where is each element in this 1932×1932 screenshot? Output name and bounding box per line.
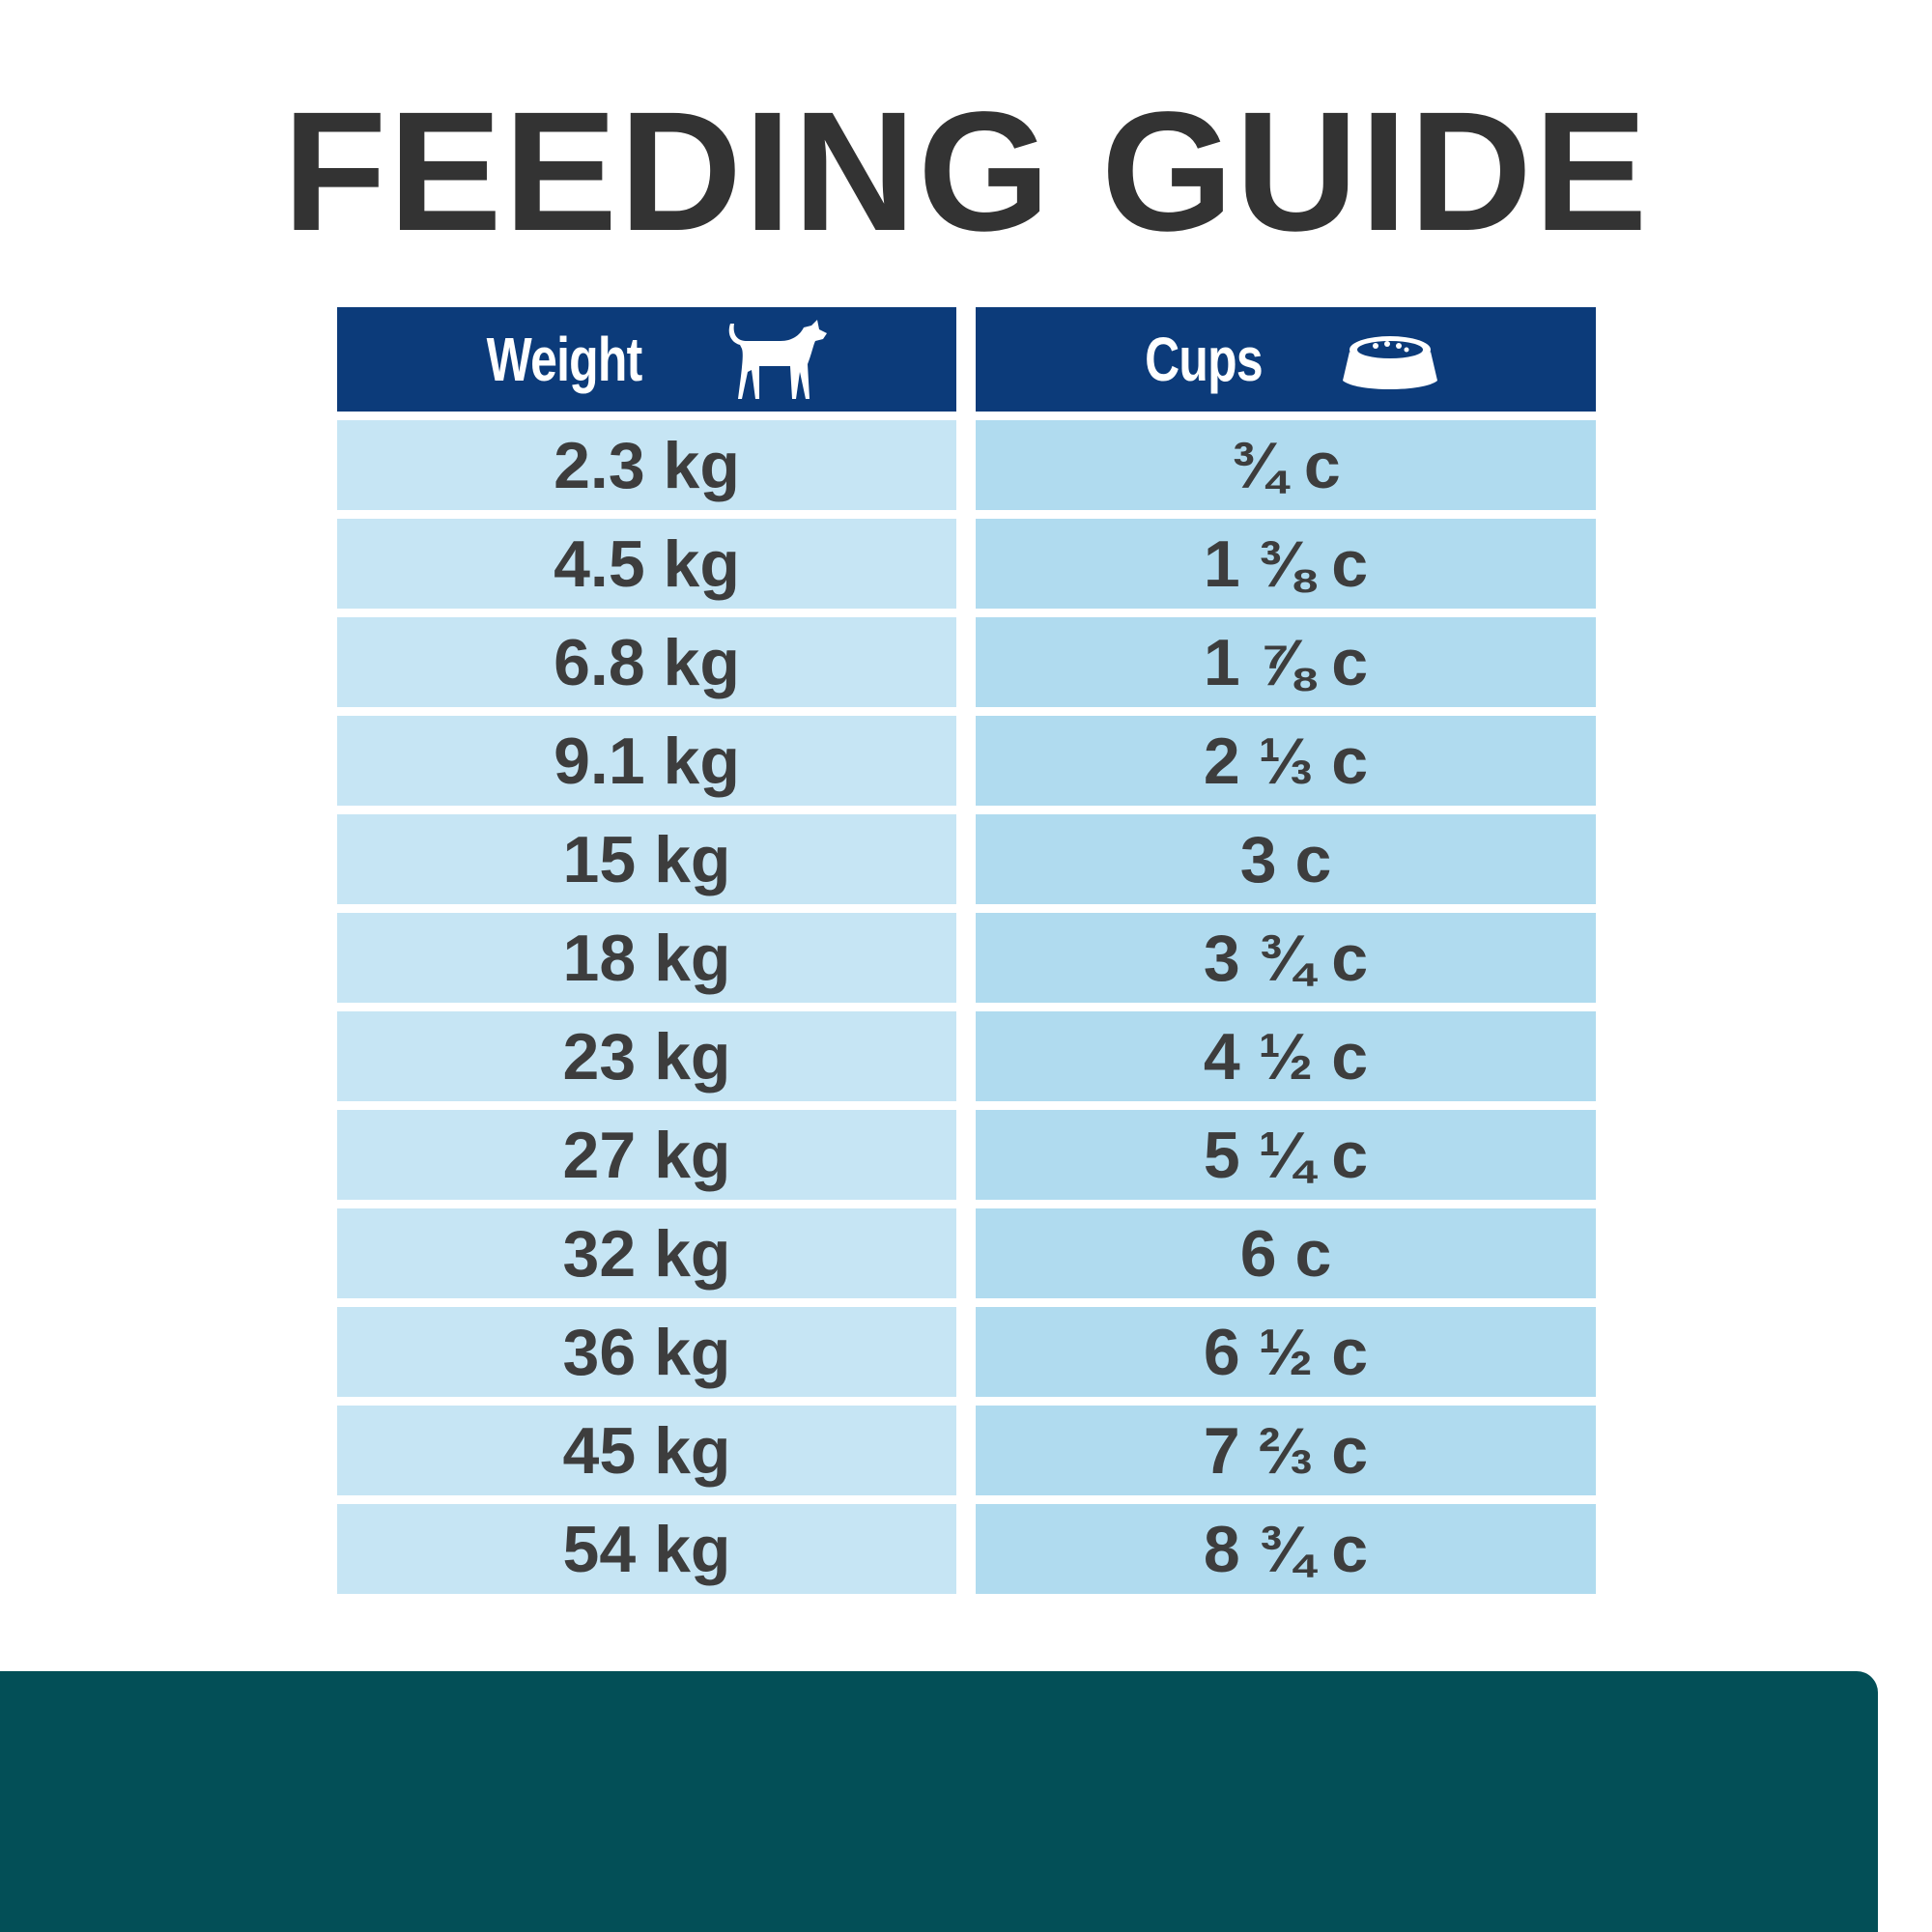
weight-cell: 54 kg [337,1504,956,1594]
column-header: Weight [337,307,956,412]
dog-icon [728,320,827,399]
cups-cell: 3 ¾ c [976,913,1596,1003]
weight-cell: 9.1 kg [337,716,956,806]
weight-cell: 4.5 kg [337,519,956,609]
column-header: Cups [976,307,1596,412]
weight-cell: 45 kg [337,1406,956,1495]
cups-cell: 8 ¾ c [976,1504,1596,1594]
footer-panel [0,1671,1878,1932]
weight-cell: 6.8 kg [337,617,956,707]
weight-cell: 2.3 kg [337,420,956,510]
cups-cell: 7 ⅔ c [976,1406,1596,1495]
page-title: FEEDING GUIDE [282,77,1650,267]
column-title: Cups [1145,325,1263,394]
cups-cell: 2 ⅓ c [976,716,1596,806]
cups-cell: 3 c [976,814,1596,904]
cups-cell: 5 ¼ c [976,1110,1596,1200]
bowl-icon [1343,336,1437,389]
cups-cell: 6 ½ c [976,1307,1596,1397]
weight-cell: 15 kg [337,814,956,904]
cups-cell: 1 ⅞ c [976,617,1596,707]
cups-cell: 1 ⅜ c [976,519,1596,609]
cups-cell: 6 c [976,1208,1596,1298]
cups-cell: 4 ½ c [976,1011,1596,1101]
weight-cell: 18 kg [337,913,956,1003]
weight-cell: 32 kg [337,1208,956,1298]
column-title: Weight [487,325,643,394]
cups-cell: ¾ c [976,420,1596,510]
weight-cell: 27 kg [337,1110,956,1200]
weight-cell: 36 kg [337,1307,956,1397]
weight-cell: 23 kg [337,1011,956,1101]
